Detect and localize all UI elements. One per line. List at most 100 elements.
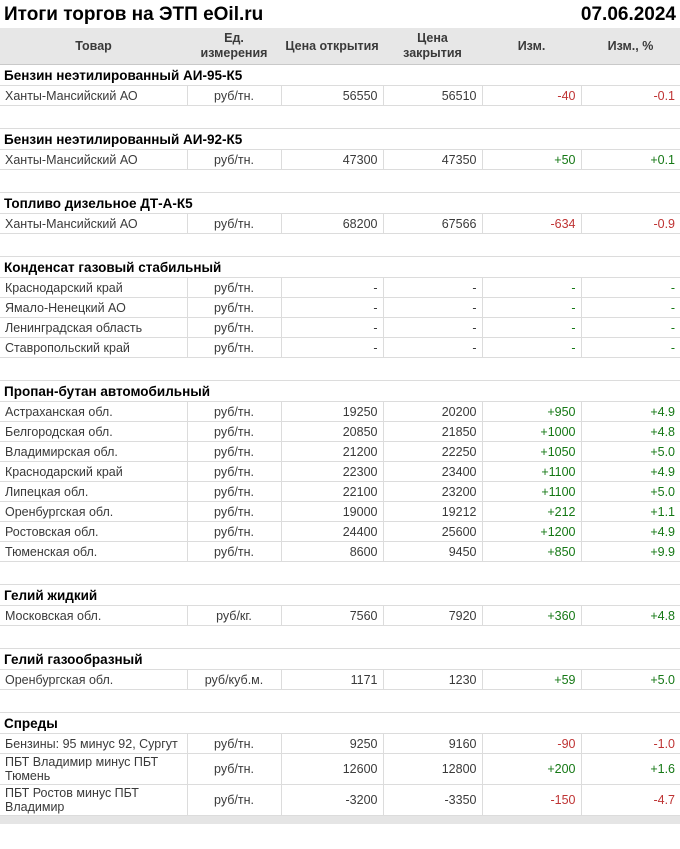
section-header-row: Конденсат газовый стабильный (0, 256, 680, 278)
section-gap (0, 169, 680, 193)
table-row: Московская обл. руб/кг. 7560 7920 +360 +… (0, 605, 680, 626)
open-price-cell: 56550 (280, 85, 383, 106)
table-row: Липецкая обл. руб/тн. 22100 23200 +1100 … (0, 481, 680, 502)
unit-cell: руб/куб.м. (186, 669, 281, 690)
close-price-cell: 22250 (382, 441, 482, 462)
change-cell: -90 (481, 733, 581, 754)
unit-cell: руб/тн. (186, 753, 281, 785)
unit-cell: руб/тн. (186, 277, 281, 298)
footer-bar (0, 816, 680, 824)
change-cell: +1100 (481, 481, 581, 502)
section-title: Пропан-бутан автомобильный (0, 380, 680, 402)
change-pct-cell: -0.9 (580, 213, 680, 234)
close-price-cell: 21850 (382, 421, 482, 442)
unit-cell: руб/тн. (186, 521, 281, 542)
table-row: Ленинградская область руб/тн. - - - - (0, 317, 680, 338)
table-row: Владимирская обл. руб/тн. 21200 22250 +1… (0, 441, 680, 462)
change-cell: -150 (481, 784, 581, 816)
close-price-cell: -3350 (382, 784, 482, 816)
product-cell: Ханты-Мансийский АО (0, 85, 187, 106)
table-row: Ростовская обл. руб/тн. 24400 25600 +120… (0, 521, 680, 542)
unit-cell: руб/тн. (186, 85, 281, 106)
table-row: Краснодарский край руб/тн. - - - - (0, 277, 680, 298)
section-title: Топливо дизельное ДТ-А-К5 (0, 192, 680, 214)
section-gap (0, 561, 680, 585)
section-header-row: Спреды (0, 712, 680, 734)
close-price-cell: 19212 (382, 501, 482, 522)
product-cell: Московская обл. (0, 605, 187, 626)
product-cell: Ленинградская область (0, 317, 187, 338)
change-cell: - (481, 337, 581, 358)
open-price-cell: 20850 (280, 421, 383, 442)
section-gap (0, 105, 680, 129)
change-pct-cell: +4.8 (580, 605, 680, 626)
column-header-close-price: Цена закрытия (383, 28, 482, 65)
close-price-cell: 7920 (382, 605, 482, 626)
unit-cell: руб/тн. (186, 297, 281, 318)
section-header-row: Гелий газообразный (0, 648, 680, 670)
change-pct-cell: +0.1 (580, 149, 680, 170)
open-price-cell: 22300 (280, 461, 383, 482)
table-row: Ханты-Мансийский АО руб/тн. 56550 56510 … (0, 85, 680, 106)
section-title: Гелий жидкий (0, 584, 680, 606)
section-title: Гелий газообразный (0, 648, 680, 670)
change-pct-cell: - (580, 317, 680, 338)
section-title: Бензин неэтилированный АИ-95-К5 (0, 64, 680, 86)
close-price-cell: - (382, 277, 482, 298)
change-cell: +50 (481, 149, 581, 170)
table-row: Тюменская обл. руб/тн. 8600 9450 +850 +9… (0, 541, 680, 562)
change-cell: - (481, 297, 581, 318)
table-row: Оренбургская обл. руб/куб.м. 1171 1230 +… (0, 669, 680, 690)
title-bar: Итоги торгов на ЭТП eOil.ru 07.06.2024 (0, 0, 680, 28)
close-price-cell: 12800 (382, 753, 482, 785)
change-cell: +950 (481, 401, 581, 422)
close-price-cell: 23400 (382, 461, 482, 482)
column-header-row: Товар Ед. измерения Цена открытия Цена з… (0, 28, 680, 65)
open-price-cell: 47300 (280, 149, 383, 170)
page-title: Итоги торгов на ЭТП eOil.ru (4, 4, 264, 25)
change-pct-cell: +1.1 (580, 501, 680, 522)
change-cell: +1200 (481, 521, 581, 542)
change-pct-cell: +5.0 (580, 441, 680, 462)
change-cell: +200 (481, 753, 581, 785)
unit-cell: руб/тн. (186, 441, 281, 462)
column-header-open-price: Цена открытия (281, 28, 383, 65)
table-row: Бензины: 95 минус 92, Сургут руб/тн. 925… (0, 733, 680, 754)
open-price-cell: 22100 (280, 481, 383, 502)
change-pct-cell: - (580, 277, 680, 298)
close-price-cell: 56510 (382, 85, 482, 106)
product-cell: Тюменская обл. (0, 541, 187, 562)
section-title: Конденсат газовый стабильный (0, 256, 680, 278)
change-cell: +212 (481, 501, 581, 522)
change-pct-cell: -1.0 (580, 733, 680, 754)
open-price-cell: - (280, 317, 383, 338)
open-price-cell: - (280, 277, 383, 298)
product-cell: Белгородская обл. (0, 421, 187, 442)
open-price-cell: -3200 (280, 784, 383, 816)
report-date: 07.06.2024 (580, 4, 676, 25)
change-cell: +850 (481, 541, 581, 562)
product-cell: Ханты-Мансийский АО (0, 149, 187, 170)
table-row: Оренбургская обл. руб/тн. 19000 19212 +2… (0, 501, 680, 522)
close-price-cell: 47350 (382, 149, 482, 170)
open-price-cell: 21200 (280, 441, 383, 462)
product-cell: Оренбургская обл. (0, 669, 187, 690)
table-header: Товар Ед. измерения Цена открытия Цена з… (0, 28, 680, 65)
close-price-cell: 20200 (382, 401, 482, 422)
change-pct-cell: -0.1 (580, 85, 680, 106)
product-cell: ПБТ Ростов минус ПБТ Владимир (0, 784, 187, 816)
open-price-cell: 68200 (280, 213, 383, 234)
table-body: Бензин неэтилированный АИ-95-К5 Ханты-Ма… (0, 64, 680, 816)
section-gap (0, 625, 680, 649)
trading-results-table: Товар Ед. измерения Цена открытия Цена з… (0, 28, 680, 816)
open-price-cell: 9250 (280, 733, 383, 754)
unit-cell: руб/тн. (186, 461, 281, 482)
open-price-cell: 19250 (280, 401, 383, 422)
change-pct-cell: +4.9 (580, 401, 680, 422)
change-cell: -634 (481, 213, 581, 234)
close-price-cell: - (382, 317, 482, 338)
close-price-cell: - (382, 297, 482, 318)
table-row: Белгородская обл. руб/тн. 20850 21850 +1… (0, 421, 680, 442)
change-cell: +1100 (481, 461, 581, 482)
unit-cell: руб/тн. (186, 337, 281, 358)
